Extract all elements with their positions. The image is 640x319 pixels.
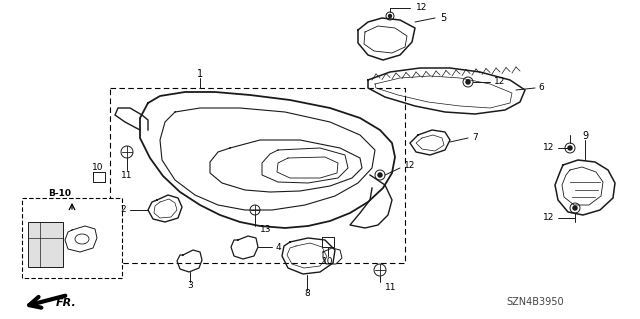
- Circle shape: [465, 79, 471, 85]
- Text: 3: 3: [187, 281, 193, 291]
- Text: SZN4B3950: SZN4B3950: [506, 297, 564, 307]
- Bar: [28, 222, 63, 267]
- Text: 12: 12: [494, 78, 506, 86]
- Text: 1: 1: [197, 69, 203, 79]
- Text: 11: 11: [121, 172, 132, 181]
- Text: 10: 10: [323, 257, 333, 266]
- Text: 12: 12: [543, 144, 554, 152]
- Text: 12: 12: [416, 4, 428, 12]
- Text: 4: 4: [276, 242, 282, 251]
- Text: B-10: B-10: [48, 189, 71, 198]
- Text: 7: 7: [472, 133, 477, 143]
- Text: 2: 2: [120, 205, 126, 214]
- Text: 9: 9: [582, 131, 588, 141]
- Circle shape: [567, 145, 573, 151]
- Text: FR.: FR.: [56, 298, 77, 308]
- Text: 5: 5: [440, 13, 446, 23]
- Text: 12: 12: [404, 161, 415, 170]
- Circle shape: [388, 14, 392, 18]
- Text: 6: 6: [538, 84, 544, 93]
- Bar: [22, 198, 122, 278]
- Text: 8: 8: [304, 290, 310, 299]
- Text: 12: 12: [543, 213, 554, 222]
- Text: 10: 10: [92, 162, 104, 172]
- Text: 13: 13: [260, 226, 271, 234]
- Text: 11: 11: [385, 284, 397, 293]
- Circle shape: [572, 205, 578, 211]
- Circle shape: [377, 172, 383, 178]
